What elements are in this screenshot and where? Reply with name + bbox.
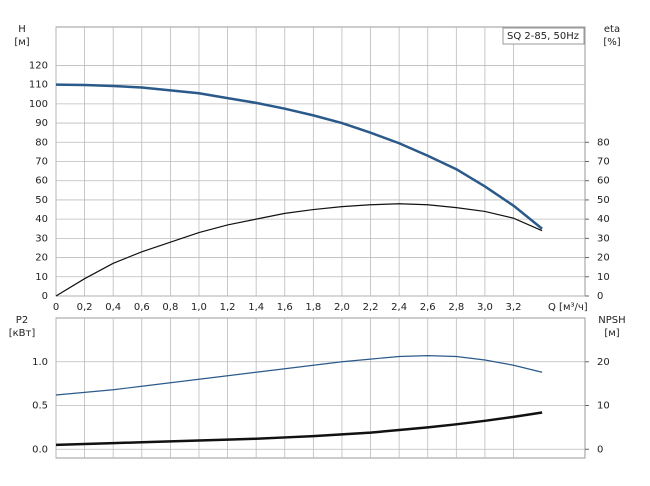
y-axis-unit: [кВт]: [9, 328, 36, 339]
y2-tick-label: 70: [597, 157, 610, 168]
x-tick-label: 0,8: [162, 302, 178, 313]
y2-tick-label: 0: [597, 444, 603, 455]
x-tick-label: 2,2: [363, 302, 379, 313]
y-tick-label: 70: [35, 157, 48, 168]
y-tick-label: 60: [35, 176, 48, 187]
y2-tick-label: 0: [597, 291, 603, 302]
x-tick-label: 1,0: [191, 302, 207, 313]
y-axis-unit: [м]: [14, 37, 29, 48]
y2-tick-label: 20: [597, 253, 610, 264]
y2-axis-unit: [%]: [603, 37, 620, 48]
curve: [55, 203, 543, 297]
y-tick-label: 0.5: [32, 401, 48, 412]
y-tick-label: 0: [42, 291, 48, 302]
y-tick-label: 50: [35, 195, 48, 206]
y-tick-label: 10: [35, 272, 48, 283]
y2-axis-unit: [м]: [604, 328, 619, 339]
y2-tick-label: 10: [597, 401, 610, 412]
y-tick-label: 1.0: [32, 357, 48, 368]
x-tick-label: 3,2: [506, 302, 522, 313]
y-tick-label: 80: [35, 137, 48, 148]
y-tick-label: 110: [29, 80, 48, 91]
x-tick-label: 2,8: [448, 302, 464, 313]
x-axis-label: Q [м³/ч]: [548, 302, 588, 313]
curve: [55, 83, 543, 230]
x-tick-label: 1,2: [220, 302, 236, 313]
y2-tick-label: 40: [597, 214, 610, 225]
x-tick-label: 1,8: [305, 302, 321, 313]
y2-tick-label: 30: [597, 233, 610, 244]
x-tick-label: 2,0: [334, 302, 350, 313]
y2-tick-label: 50: [597, 195, 610, 206]
x-tick-label: 2,4: [391, 302, 407, 313]
x-tick-label: 0,4: [105, 302, 121, 313]
x-tick-label: 0,6: [134, 302, 150, 313]
y-tick-label: 40: [35, 214, 48, 225]
y-tick-label: 100: [29, 99, 48, 110]
x-tick-label: 1,6: [277, 302, 293, 313]
y2-tick-label: 60: [597, 176, 610, 187]
y-axis-label: H: [18, 24, 26, 35]
plot-frame: [55, 317, 586, 459]
y2-tick-label: 20: [597, 357, 610, 368]
y-tick-label: 90: [35, 118, 48, 129]
y-axis-label: P2: [16, 315, 28, 326]
y2-axis-label: eta: [604, 24, 620, 35]
x-tick-label: 3,0: [477, 302, 493, 313]
curve: [55, 411, 543, 447]
annotation: SQ 2-85, 50Hz: [507, 31, 579, 42]
y-tick-label: 120: [29, 60, 48, 71]
y2-axis-label: NPSH: [598, 315, 625, 326]
x-tick-label: 0,2: [77, 302, 93, 313]
x-tick-label: 0: [53, 302, 59, 313]
y-tick-label: 20: [35, 253, 48, 264]
y2-tick-label: 80: [597, 137, 610, 148]
curve: [55, 355, 543, 396]
x-tick-label: 1,4: [248, 302, 264, 313]
y2-tick-label: 10: [597, 272, 610, 283]
x-tick-label: 2,6: [420, 302, 436, 313]
y-tick-label: 30: [35, 233, 48, 244]
annotation-box: [502, 27, 585, 45]
y-tick-label: 0.0: [32, 444, 48, 455]
